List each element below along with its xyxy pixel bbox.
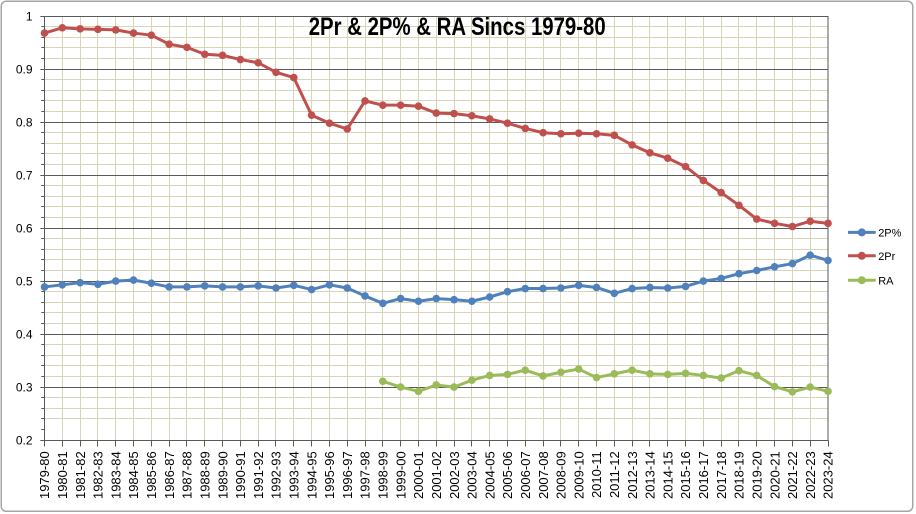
svg-text:1986-87: 1986-87: [162, 451, 177, 499]
svg-text:1992-93: 1992-93: [269, 451, 284, 499]
svg-text:1988-89: 1988-89: [197, 451, 212, 499]
svg-text:1998-99: 1998-99: [376, 451, 391, 499]
svg-text:1985-86: 1985-86: [144, 451, 159, 499]
svg-text:2014-15: 2014-15: [660, 451, 675, 499]
svg-text:2008-09: 2008-09: [554, 451, 569, 499]
svg-text:2004-05: 2004-05: [482, 451, 497, 499]
svg-text:1979-80: 1979-80: [37, 451, 52, 499]
svg-text:1981-82: 1981-82: [73, 451, 88, 499]
svg-text:2023-24: 2023-24: [821, 451, 836, 499]
svg-text:1984-85: 1984-85: [126, 451, 141, 499]
svg-text:1987-88: 1987-88: [180, 451, 195, 499]
svg-text:1996-97: 1996-97: [340, 451, 355, 499]
svg-text:2010-11: 2010-11: [589, 451, 604, 498]
svg-text:2022-23: 2022-23: [803, 451, 818, 499]
svg-text:2016-17: 2016-17: [696, 451, 711, 499]
svg-text:1994-95: 1994-95: [304, 451, 319, 499]
svg-text:2001-02: 2001-02: [429, 451, 444, 499]
svg-text:2021-22: 2021-22: [785, 451, 800, 499]
svg-text:1999-00: 1999-00: [393, 451, 408, 499]
svg-text:2009-10: 2009-10: [571, 451, 586, 499]
svg-text:2017-18: 2017-18: [714, 451, 729, 499]
svg-text:2P%: 2P%: [878, 228, 901, 240]
svg-text:2015-16: 2015-16: [678, 451, 693, 499]
svg-text:2012-13: 2012-13: [625, 451, 640, 499]
svg-text:2Pr: 2Pr: [878, 251, 895, 263]
svg-text:2007-08: 2007-08: [536, 451, 551, 499]
svg-text:RA: RA: [878, 275, 894, 287]
svg-text:1: 1: [26, 10, 33, 24]
svg-text:2002-03: 2002-03: [447, 451, 462, 499]
svg-text:1983-84: 1983-84: [108, 451, 123, 499]
svg-text:1997-98: 1997-98: [358, 451, 373, 499]
svg-text:1980-81: 1980-81: [55, 451, 70, 499]
svg-text:0.9: 0.9: [16, 63, 33, 77]
svg-text:2020-21: 2020-21: [767, 451, 782, 499]
svg-text:2000-01: 2000-01: [411, 451, 426, 499]
svg-text:0.7: 0.7: [16, 169, 33, 183]
svg-text:2003-04: 2003-04: [465, 451, 480, 499]
svg-text:1982-83: 1982-83: [91, 451, 106, 499]
svg-text:2Pr & 2P% & RA Sincs 1979-80: 2Pr & 2P% & RA Sincs 1979-80: [309, 12, 606, 41]
svg-text:1993-94: 1993-94: [287, 451, 302, 499]
svg-text:1995-96: 1995-96: [322, 451, 337, 499]
svg-text:2011-12: 2011-12: [607, 451, 622, 498]
svg-text:1991-92: 1991-92: [251, 451, 266, 499]
svg-text:2005-06: 2005-06: [500, 451, 515, 499]
svg-text:1990-91: 1990-91: [233, 451, 248, 499]
svg-text:0.4: 0.4: [16, 328, 33, 342]
svg-text:0.3: 0.3: [16, 381, 33, 395]
svg-text:2013-14: 2013-14: [643, 451, 658, 499]
svg-text:0.8: 0.8: [16, 116, 33, 130]
svg-text:1989-90: 1989-90: [215, 451, 230, 499]
svg-text:0.2: 0.2: [16, 434, 33, 448]
svg-text:0.6: 0.6: [16, 222, 33, 236]
svg-text:2006-07: 2006-07: [518, 451, 533, 499]
svg-text:2018-19: 2018-19: [732, 451, 747, 499]
svg-text:0.5: 0.5: [16, 275, 33, 289]
svg-text:2019-20: 2019-20: [749, 451, 764, 499]
